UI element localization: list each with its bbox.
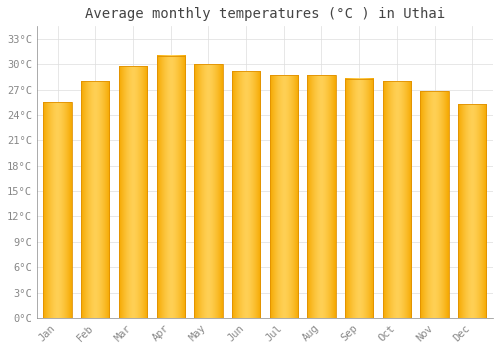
Bar bbox=[194, 64, 222, 318]
Bar bbox=[119, 66, 147, 318]
Bar bbox=[232, 71, 260, 318]
Bar bbox=[345, 79, 374, 318]
Bar bbox=[81, 81, 110, 318]
Bar bbox=[420, 91, 449, 318]
Bar bbox=[270, 75, 298, 318]
Bar bbox=[458, 104, 486, 318]
Bar bbox=[308, 75, 336, 318]
Bar bbox=[44, 102, 72, 318]
Bar bbox=[156, 56, 185, 318]
Bar bbox=[383, 81, 411, 318]
Title: Average monthly temperatures (°C ) in Uthai: Average monthly temperatures (°C ) in Ut… bbox=[85, 7, 445, 21]
